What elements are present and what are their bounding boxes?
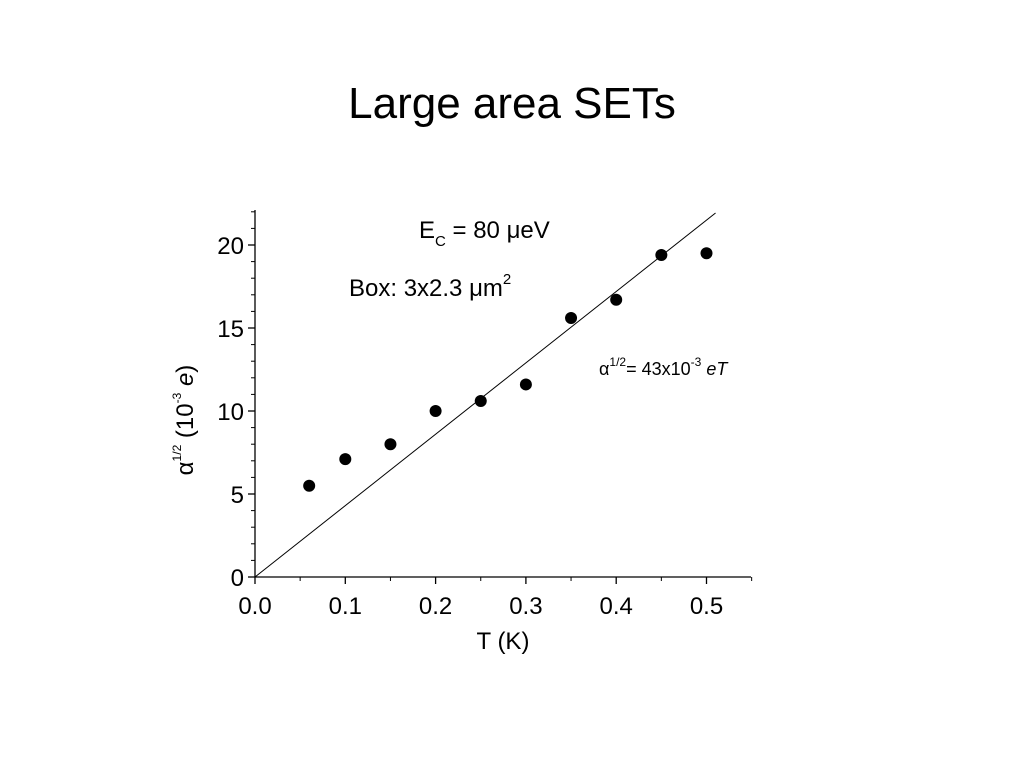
y-axis-title-space <box>172 386 199 393</box>
data-points <box>303 247 713 492</box>
data-point <box>429 405 442 417</box>
y-axis-title-close: ) <box>172 365 199 373</box>
annotation-ec-base: E <box>419 217 435 244</box>
data-point <box>384 438 397 451</box>
x-tick-label: 0.1 <box>329 593 362 620</box>
data-point <box>655 248 668 261</box>
data-point <box>303 479 316 492</box>
x-tick-label: 0.0 <box>238 593 271 620</box>
annotation-fit-exp: 1/2 <box>609 355 626 369</box>
x-ticks: 0.0 0.1 0.2 0.3 0.4 0.5 <box>238 577 753 620</box>
y-axis-title-open: (10 <box>172 403 199 444</box>
y-ticks: 0 5 10 15 20 <box>217 211 255 592</box>
annotation-box-base: Box: 3x2.3 μm <box>349 275 503 302</box>
y-tick-label: 5 <box>231 482 244 509</box>
x-tick-label: 0.5 <box>690 593 723 620</box>
axes <box>254 210 751 578</box>
annotation-fit: α1/2= 43x10-3 eT <box>599 355 729 379</box>
data-point <box>700 247 713 260</box>
y-tick-label: 15 <box>217 316 244 343</box>
annotation-fit-eq: = 43x10 <box>626 359 691 379</box>
data-point <box>474 395 487 408</box>
y-tick-label: 10 <box>217 399 244 426</box>
y-axis-title-exp: 1/2 <box>170 444 184 461</box>
annotation-ec-rest: = 80 μeV <box>446 217 550 244</box>
annotation-fit-power: -3 <box>691 355 702 369</box>
x-tick-label: 0.3 <box>509 593 542 620</box>
x-axis-title: T (K) <box>477 628 530 655</box>
data-point <box>339 453 352 466</box>
data-point <box>565 312 578 325</box>
data-point <box>610 293 623 306</box>
annotation-box-sup: 2 <box>503 271 511 288</box>
fit-line <box>254 212 716 578</box>
fit-layer <box>254 212 716 578</box>
y-tick-label: 0 <box>231 565 244 592</box>
annotation-fit-var: eT <box>706 359 729 379</box>
y-axis-title-power: -3 <box>170 392 184 403</box>
data-point <box>519 378 532 391</box>
y-axis-title-alpha: α <box>172 461 199 475</box>
annotation-ec-sub: C <box>435 233 446 250</box>
x-tick-label: 0.4 <box>600 593 633 620</box>
annotation-box: Box: 3x2.3 μm2 <box>349 271 511 302</box>
annotation-ec: EC = 80 μeV <box>419 217 550 250</box>
y-tick-label: 20 <box>217 233 244 260</box>
x-tick-label: 0.2 <box>419 593 452 620</box>
annotation-fit-alpha: α <box>599 359 609 379</box>
slide-title: Large area SETs <box>348 79 676 128</box>
y-axis-title-unit: e <box>172 373 199 386</box>
y-axis-title: α1/2 (10-3 e) <box>170 365 199 476</box>
